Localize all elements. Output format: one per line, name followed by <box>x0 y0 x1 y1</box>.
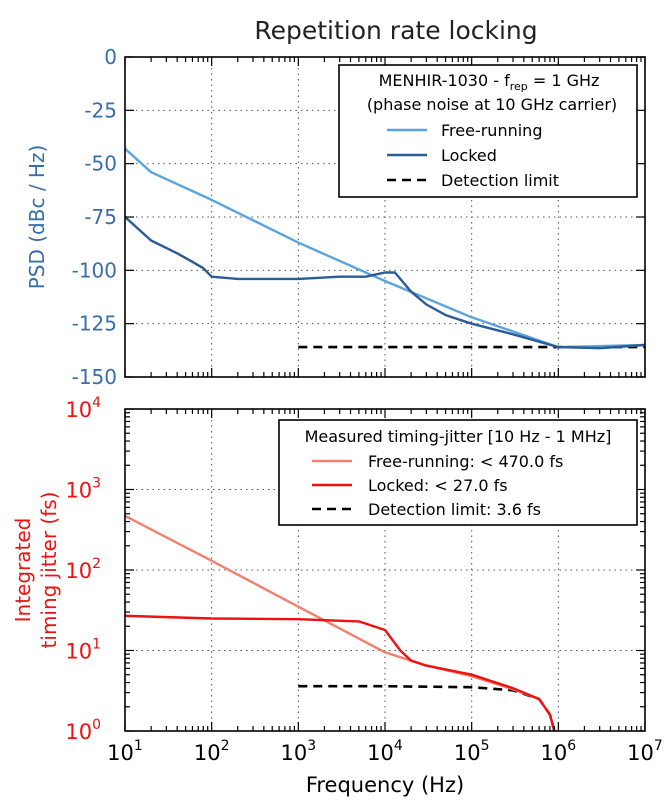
top-legend-label-locked: Locked <box>441 146 497 165</box>
bottom-series-layer <box>124 514 556 732</box>
x-tick-label: 105 <box>454 738 490 765</box>
top-y-tick-labels: 0 -25 -50 -75 -100 -125 -150 <box>72 45 117 389</box>
top-y-tick-label: -25 <box>84 98 117 122</box>
bottom-y-tick-label: 101 <box>65 637 101 664</box>
x-tick-label: 106 <box>541 738 577 765</box>
bottom-y-tick-label: 103 <box>65 476 101 503</box>
bottom-free-running-line <box>124 514 556 732</box>
bottom-legend-title: Measured timing-jitter [10 Hz - 1 MHz] <box>305 427 612 446</box>
bottom-legend-label-free-running: Free-running: < 470.0 fs <box>368 452 563 471</box>
top-y-tick-label: 0 <box>104 45 117 69</box>
top-y-axis-label: PSD (dBc / Hz) <box>25 145 49 290</box>
top-series-layer <box>124 147 646 350</box>
x-tick-label: 101 <box>107 738 143 765</box>
bottom-y-axis-label-line1: Integrated <box>11 518 35 623</box>
top-y-tick-label: -125 <box>72 312 117 336</box>
chart-title: Repetition rate locking <box>254 16 537 45</box>
top-legend-label-detection-limit: Detection limit <box>441 171 559 190</box>
x-axis-label: Frequency (Hz) <box>306 773 464 797</box>
x-tick-label: 102 <box>194 738 230 765</box>
top-legend: MENHIR-1030 - frep = 1 GHz (phase noise … <box>338 64 638 198</box>
bottom-y-axis-label-line2: timing jitter (fs) <box>37 492 61 649</box>
bottom-tick-marks <box>124 408 646 732</box>
bottom-legend-label-locked: Locked: < 27.0 fs <box>368 476 508 495</box>
top-legend-label-free-running: Free-running <box>441 121 542 140</box>
bottom-legend-label-detection-limit: Detection limit: 3.6 fs <box>368 500 541 519</box>
bottom-y-tick-label: 100 <box>65 717 101 744</box>
top-legend-subtitle: (phase noise at 10 GHz carrier) <box>367 95 617 114</box>
top-legend-title: MENHIR-1030 - frep = 1 GHz <box>379 71 600 93</box>
bottom-y-tick-labels: 100 101 102 103 104 <box>65 395 101 744</box>
bottom-y-tick-label: 102 <box>65 556 101 583</box>
bottom-x-tick-labels: 101 102 103 104 105 106 107 <box>107 738 663 765</box>
bottom-legend-box <box>278 419 638 526</box>
top-y-tick-label: -100 <box>72 258 117 282</box>
x-tick-label: 104 <box>367 738 403 765</box>
x-tick-label: 107 <box>627 738 663 765</box>
top-y-tick-label: -150 <box>72 365 117 389</box>
bottom-detection-limit-line <box>298 684 556 732</box>
bottom-legend: Measured timing-jitter [10 Hz - 1 MHz] F… <box>278 419 638 526</box>
x-tick-label: 103 <box>281 738 317 765</box>
bottom-y-tick-label: 104 <box>65 395 101 422</box>
bottom-locked-line <box>124 614 556 732</box>
top-locked-line <box>124 216 646 350</box>
top-y-tick-label: -50 <box>84 152 117 176</box>
top-y-tick-label: -75 <box>84 205 117 229</box>
